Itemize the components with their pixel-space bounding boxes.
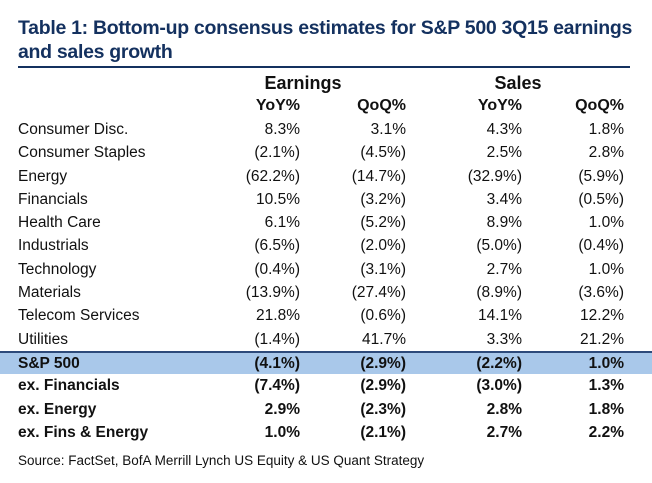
sp500-total-row: S&P 500 (4.1%) (2.9%) (2.2%) 1.0% [0, 350, 652, 375]
earnings-yoy-cell: 10.5% [256, 190, 300, 208]
row-label: Industrials [18, 237, 89, 255]
earnings-qoq-cell: (2.9%) [360, 354, 406, 372]
row-label: Materials [18, 284, 81, 302]
sales-yoy-cell: (2.2%) [476, 354, 522, 372]
earnings-qoq-header: QoQ% [357, 97, 406, 114]
earnings-yoy-cell: 6.1% [264, 214, 300, 232]
earnings-qoq-cell: (4.5%) [360, 144, 406, 162]
row-label: Energy [18, 167, 68, 185]
sales-qoq-cell: (5.9%) [578, 167, 624, 185]
earnings-yoy-header: YoY% [255, 97, 300, 114]
earnings-qoq-cell: (2.9%) [360, 377, 406, 395]
table-row: Consumer Disc. 8.3% 3.1% 4.3% 1.8% [0, 118, 652, 141]
earnings-qoq-cell: 3.1% [370, 121, 406, 138]
sales-yoy-cell: 8.9% [486, 214, 522, 232]
earnings-qoq-cell: (3.2%) [360, 190, 406, 208]
earnings-yoy-cell: (62.2%) [245, 167, 300, 185]
earnings-qoq-cell: (2.3%) [360, 400, 406, 418]
sales-qoq-cell: 21.2% [580, 330, 624, 348]
earnings-header: Earnings [264, 73, 342, 93]
earnings-yoy-cell: (2.1%) [254, 144, 300, 162]
sales-qoq-cell: (3.6%) [578, 284, 624, 302]
row-label: Financials [18, 190, 88, 208]
table-row: Consumer Staples (2.1%) (4.5%) 2.5% 2.8% [0, 141, 652, 164]
sales-yoy-cell: 2.7% [486, 423, 522, 441]
row-label: Utilities [18, 330, 68, 348]
earnings-qoq-cell: (3.1%) [360, 260, 406, 278]
summary-row: ex. Energy 2.9% (2.3%) 2.8% 1.8% [0, 398, 652, 421]
sales-qoq-cell: 1.0% [588, 214, 624, 232]
table-row: Technology (0.4%) (3.1%) 2.7% 1.0% [0, 258, 652, 281]
earnings-qoq-cell: 41.7% [362, 330, 406, 348]
sales-qoq-cell: (0.5%) [578, 190, 624, 208]
sales-yoy-cell: 14.1% [478, 307, 522, 325]
sales-qoq-cell: 1.0% [588, 354, 624, 372]
row-label: Consumer Staples [18, 144, 146, 162]
row-label: Technology [18, 260, 97, 278]
earnings-qoq-cell: (14.7%) [351, 167, 406, 185]
sales-qoq-cell: 1.0% [588, 260, 624, 278]
source-note: Source: FactSet, BofA Merrill Lynch US E… [18, 453, 425, 468]
earnings-yoy-cell: (0.4%) [254, 260, 300, 278]
row-label: ex. Financials [18, 377, 120, 395]
sales-qoq-header: QoQ% [575, 97, 624, 114]
estimates-table: Consumer Disc. 8.3% 3.1% 4.3% 1.8% Consu… [0, 118, 652, 444]
earnings-yoy-cell: 8.3% [264, 121, 300, 138]
table-row: Financials 10.5% (3.2%) 3.4% (0.5%) [0, 188, 652, 211]
sales-qoq-cell: 1.3% [588, 377, 624, 395]
sales-yoy-cell: (3.0%) [476, 377, 522, 395]
sales-yoy-cell: 4.3% [486, 121, 522, 138]
earnings-qoq-cell: (2.1%) [360, 423, 406, 441]
earnings-yoy-cell: (13.9%) [245, 284, 300, 302]
sales-yoy-cell: 3.3% [486, 330, 522, 348]
table-row: Industrials (6.5%) (2.0%) (5.0%) (0.4%) [0, 234, 652, 257]
sales-yoy-cell: 3.4% [486, 190, 522, 208]
sales-yoy-header: YoY% [477, 97, 522, 114]
sales-yoy-cell: (5.0%) [476, 237, 522, 255]
earnings-yoy-cell: (1.4%) [254, 330, 300, 348]
earnings-yoy-cell: 2.9% [264, 400, 300, 418]
summary-row: ex. Financials (7.4%) (2.9%) (3.0%) 1.3% [0, 374, 652, 397]
sales-qoq-cell: 12.2% [580, 307, 624, 325]
table-title: Table 1: Bottom-up consensus estimates f… [18, 17, 633, 63]
row-label: Telecom Services [18, 307, 140, 325]
row-label: S&P 500 [18, 354, 80, 372]
table-row: Health Care 6.1% (5.2%) 8.9% 1.0% [0, 211, 652, 234]
earnings-yoy-cell: 1.0% [264, 423, 300, 441]
earnings-yoy-cell: (7.4%) [254, 377, 300, 395]
sales-header: Sales [494, 73, 542, 93]
row-label: ex. Fins & Energy [18, 423, 149, 441]
sales-yoy-cell: (32.9%) [467, 167, 522, 185]
earnings-yoy-cell: (4.1%) [254, 354, 300, 372]
title-divider [18, 66, 630, 68]
row-label: Consumer Disc. [18, 121, 129, 138]
earnings-qoq-cell: (2.0%) [360, 237, 406, 255]
sales-yoy-cell: 2.5% [486, 144, 522, 162]
sales-yoy-cell: 2.7% [486, 260, 522, 278]
earnings-yoy-cell: (6.5%) [254, 237, 300, 255]
sales-qoq-cell: 1.8% [588, 121, 624, 138]
earnings-qoq-cell: (0.6%) [360, 307, 406, 325]
table-row: Telecom Services 21.8% (0.6%) 14.1% 12.2… [0, 304, 652, 327]
table-row: Energy (62.2%) (14.7%) (32.9%) (5.9%) [0, 165, 652, 188]
row-label: Health Care [18, 214, 101, 232]
sales-qoq-cell: 1.8% [588, 400, 624, 418]
sales-qoq-cell: 2.2% [588, 423, 624, 441]
earnings-qoq-cell: (5.2%) [360, 214, 406, 232]
sales-qoq-cell: 2.8% [588, 144, 624, 162]
row-label: ex. Energy [18, 400, 97, 418]
earnings-yoy-cell: 21.8% [256, 307, 300, 325]
summary-row: ex. Fins & Energy 1.0% (2.1%) 2.7% 2.2% [0, 421, 652, 444]
table-row: Materials (13.9%) (27.4%) (8.9%) (3.6%) [0, 281, 652, 304]
sales-yoy-cell: 2.8% [486, 400, 522, 418]
sales-qoq-cell: (0.4%) [578, 237, 624, 255]
sales-yoy-cell: (8.9%) [476, 284, 522, 302]
earnings-qoq-cell: (27.4%) [351, 284, 406, 302]
table-row: Utilities (1.4%) 41.7% 3.3% 21.2% [0, 328, 652, 351]
